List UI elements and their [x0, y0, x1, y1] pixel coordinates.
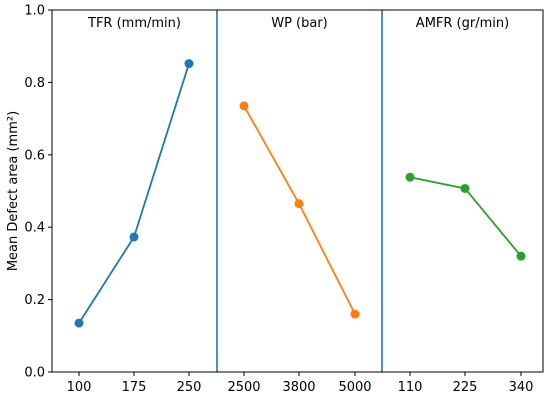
x-tick-label: 110	[398, 380, 423, 395]
panel-title: WP (bar)	[271, 16, 328, 31]
x-tick-label: 175	[122, 380, 147, 395]
series-line	[78, 63, 190, 324]
y-tick-label: 0.6	[24, 148, 45, 163]
plot-frame	[51, 9, 544, 373]
data-point	[460, 183, 470, 193]
data-point	[294, 199, 304, 209]
panel-title: TFR (mm/min)	[87, 16, 181, 31]
x-tick-label: 250	[177, 380, 202, 395]
data-point	[129, 232, 139, 242]
panel-title: AMFR (gr/min)	[416, 16, 509, 31]
x-tick-label: 2500	[227, 380, 260, 395]
y-tick-label: 0.8	[24, 76, 45, 91]
data-point	[239, 101, 249, 111]
data-point	[74, 318, 84, 328]
data-point	[184, 59, 194, 69]
y-tick-label: 0.0	[24, 366, 45, 381]
series-line	[243, 105, 356, 315]
y-tick-label: 0.2	[24, 293, 45, 308]
x-tick-label: 5000	[338, 380, 371, 395]
y-tick-label: 0.4	[24, 221, 45, 236]
y-axis-label: Mean Defect area (mm²)	[6, 111, 21, 271]
x-tick-label: 340	[509, 380, 534, 395]
data-point	[516, 251, 526, 261]
data-point	[350, 309, 360, 319]
data-point	[405, 172, 415, 182]
x-tick-label: 225	[453, 380, 478, 395]
x-tick-label: 3800	[282, 380, 315, 395]
y-tick-label: 1.0	[24, 4, 45, 19]
x-tick-label: 100	[67, 380, 92, 395]
